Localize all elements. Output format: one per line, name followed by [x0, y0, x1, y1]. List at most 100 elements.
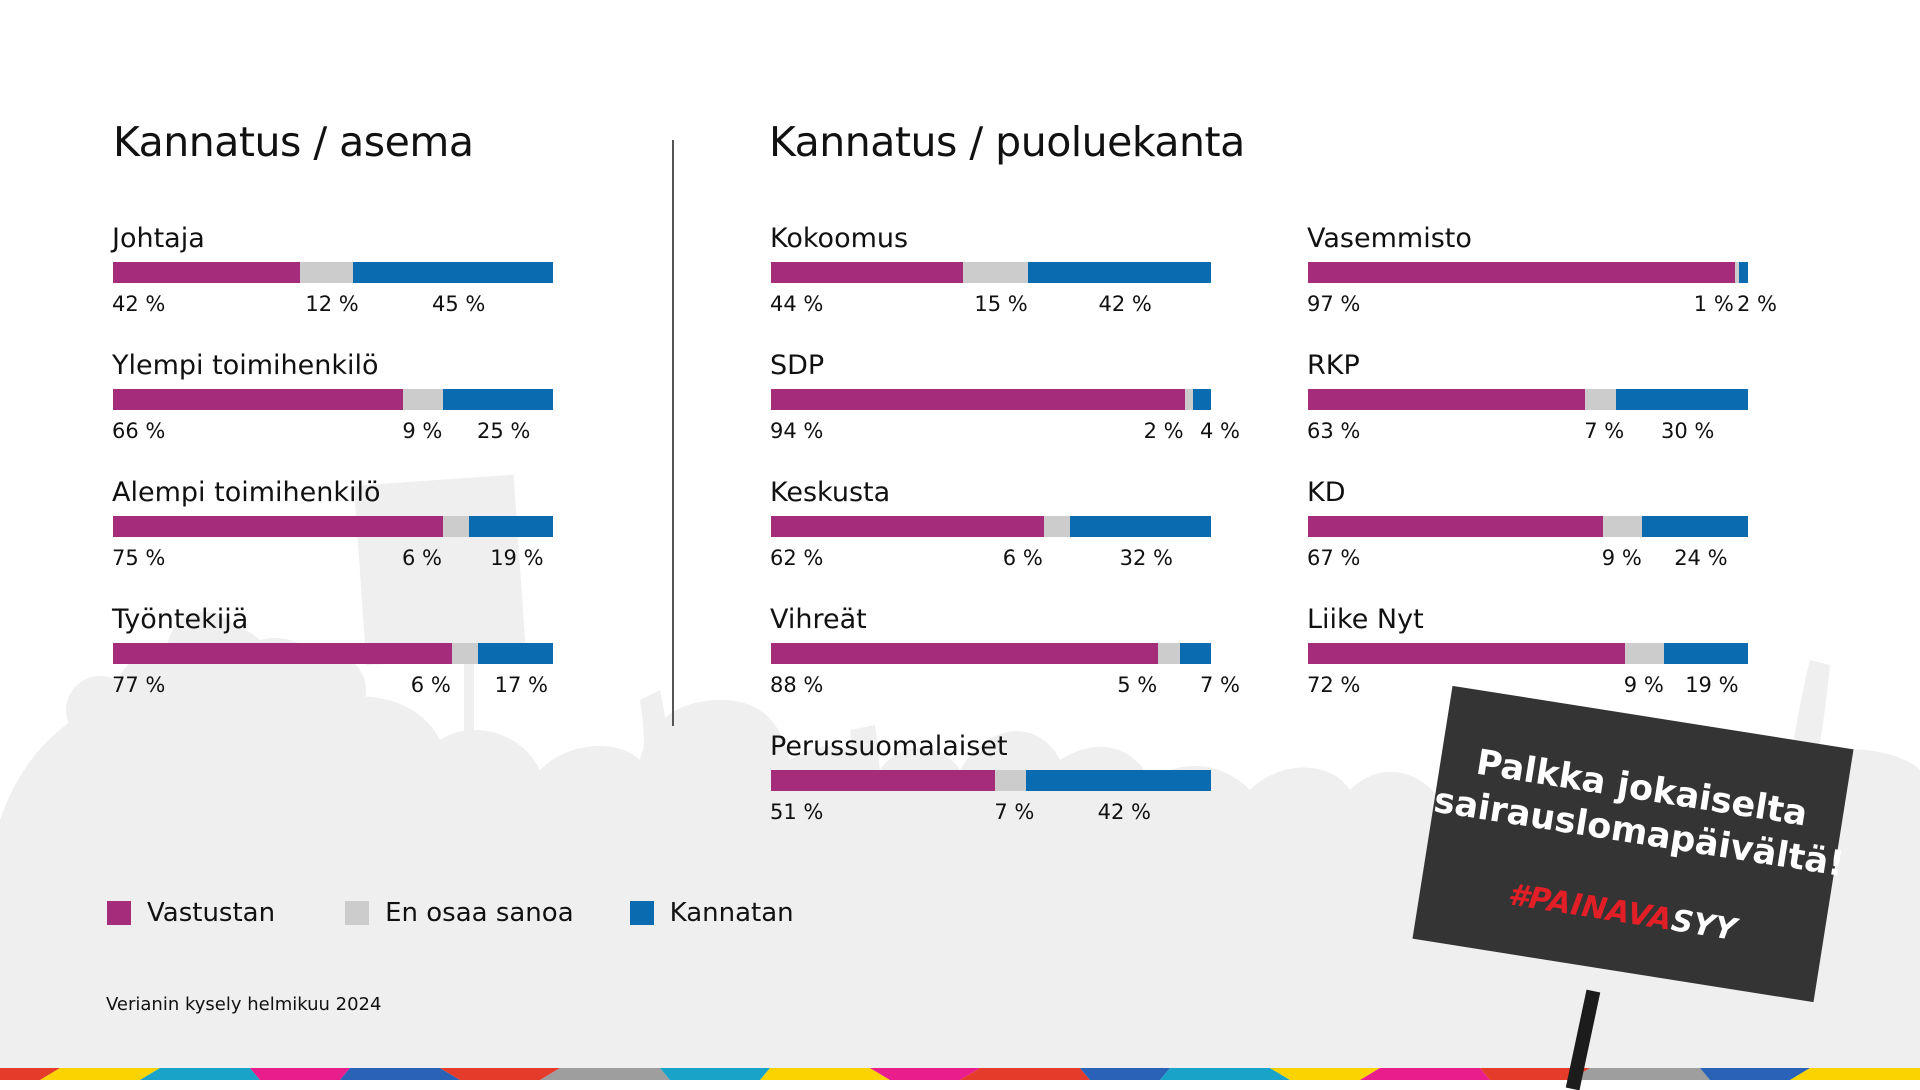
bar-segment-vastustan: [1308, 389, 1586, 410]
value-label-en-osaa-sanoa: 9 %: [1623, 673, 1664, 697]
value-label-en-osaa-sanoa: 9 %: [402, 419, 443, 443]
value-label-vastustan: 44 %: [770, 292, 824, 316]
bar-segment-vastustan: [113, 643, 452, 664]
bar-segment-vastustan: [113, 389, 404, 410]
bar-segment-en-osaa-sanoa: [1602, 516, 1643, 537]
bar-segment-en-osaa-sanoa: [451, 643, 479, 664]
stacked-bar: [113, 262, 553, 283]
sign-hashtag-part2: SYY: [1668, 903, 1739, 948]
bar-segment-kannatan: [1028, 262, 1211, 283]
value-label-en-osaa-sanoa: 5 %: [1117, 673, 1158, 697]
bar-group: Johtaja 42 % 12 % 45 %: [112, 223, 592, 333]
bar-group: Liike Nyt 72 % 9 % 19 %: [1307, 604, 1787, 714]
value-label-kannatan: 42 %: [1098, 292, 1152, 316]
value-label-vastustan: 75 %: [112, 546, 166, 570]
value-label-vastustan: 51 %: [770, 800, 824, 824]
legend-item-kannatan: Kannatan: [629, 898, 794, 928]
value-label-vastustan: 66 %: [112, 419, 166, 443]
stacked-bar: [113, 516, 553, 537]
value-label-en-osaa-sanoa: 15 %: [974, 292, 1028, 316]
value-label-en-osaa-sanoa: 6 %: [410, 673, 451, 697]
legend-swatch-vastustan: [107, 901, 131, 925]
stacked-bar: [1308, 643, 1748, 664]
bar-group: SDP 94 % 2 % 4 %: [770, 350, 1250, 460]
bar-segment-kannatan: [1739, 262, 1748, 283]
bar-segment-kannatan: [1180, 643, 1211, 664]
value-label-en-osaa-sanoa: 6 %: [402, 546, 442, 570]
value-label-en-osaa-sanoa: 6 %: [1002, 546, 1043, 570]
bar-segment-en-osaa-sanoa: [995, 770, 1027, 791]
bar-group: RKP 63 % 7 % 30 %: [1307, 350, 1787, 460]
bar-segment-kannatan: [1193, 389, 1211, 410]
value-label-kannatan: 2 %: [1737, 292, 1777, 316]
source-note: Verianin kysely helmikuu 2024: [106, 994, 382, 1015]
value-label-kannatan: 19 %: [1685, 673, 1739, 697]
category-label: Vasemmisto: [1307, 223, 1472, 254]
stacked-bar: [771, 262, 1211, 283]
value-label-kannatan: 32 %: [1119, 546, 1173, 570]
category-label: Perussuomalaiset: [770, 731, 1008, 762]
value-label-en-osaa-sanoa: 9 %: [1601, 546, 1642, 570]
bar-segment-kannatan: [352, 262, 553, 283]
bar-segment-en-osaa-sanoa: [443, 516, 470, 537]
legend-label: Vastustan: [147, 898, 276, 928]
value-label-kannatan: 45 %: [432, 292, 486, 316]
bar-segment-vastustan: [771, 643, 1159, 664]
bar-group: Kokoomus 44 % 15 % 42 %: [770, 223, 1250, 333]
bar-group: KD 67 % 9 % 24 %: [1307, 477, 1787, 587]
bar-segment-vastustan: [771, 516, 1044, 537]
bar-segment-vastustan: [113, 262, 300, 283]
value-label-kannatan: 19 %: [490, 546, 544, 570]
bar-segment-en-osaa-sanoa: [1158, 643, 1181, 664]
bar-group: Keskusta 62 % 6 % 32 %: [770, 477, 1250, 587]
value-label-en-osaa-sanoa: 7 %: [1584, 419, 1625, 443]
legend-swatch-kannatan: [629, 901, 654, 925]
stacked-bar: [113, 643, 553, 664]
bar-segment-en-osaa-sanoa: [1734, 262, 1740, 283]
value-label-kannatan: 17 %: [494, 673, 548, 697]
bar-segment-vastustan: [771, 262, 963, 283]
category-label: SDP: [770, 350, 825, 381]
bar-segment-en-osaa-sanoa: [1043, 516, 1071, 537]
bar-segment-vastustan: [771, 770, 996, 791]
bar-segment-vastustan: [1308, 516, 1603, 537]
value-label-kannatan: 25 %: [477, 419, 531, 443]
value-label-vastustan: 88 %: [770, 673, 824, 697]
category-label: KD: [1307, 477, 1346, 508]
bar-segment-kannatan: [1026, 770, 1211, 791]
category-label: Liike Nyt: [1307, 604, 1424, 635]
value-label-en-osaa-sanoa: 2 %: [1143, 419, 1184, 443]
bar-segment-kannatan: [1664, 643, 1748, 664]
stacked-bar: [771, 643, 1211, 664]
category-label: Vihreät: [770, 604, 867, 635]
stacked-bar: [771, 516, 1211, 537]
stacked-bar: [1308, 262, 1748, 283]
legend-swatch-en-osaa-sanoa: [345, 901, 370, 925]
value-label-vastustan: 67 %: [1307, 546, 1361, 570]
bar-segment-kannatan: [1642, 516, 1748, 537]
stacked-bar: [1308, 389, 1748, 410]
bar-segment-kannatan: [1615, 389, 1748, 410]
bar-segment-vastustan: [1308, 643, 1625, 664]
category-label: Työntekijä: [112, 604, 249, 635]
bar-segment-en-osaa-sanoa: [1585, 389, 1616, 410]
bar-segment-en-osaa-sanoa: [403, 389, 443, 410]
value-label-kannatan: 42 %: [1097, 800, 1151, 824]
bar-group: Vihreät 88 % 5 % 7 %: [770, 604, 1250, 714]
value-label-kannatan: 4 %: [1200, 419, 1240, 443]
category-label: Alempi toimihenkilö: [112, 477, 381, 508]
bar-segment-en-osaa-sanoa: [962, 262, 1029, 283]
stacked-bar: [771, 389, 1211, 410]
bar-segment-vastustan: [1308, 262, 1735, 283]
category-label: RKP: [1307, 350, 1360, 381]
bar-segment-kannatan: [469, 516, 553, 537]
value-label-kannatan: 7 %: [1200, 673, 1240, 697]
divider: [672, 140, 674, 726]
value-label-vastustan: 72 %: [1307, 673, 1361, 697]
value-label-vastustan: 94 %: [770, 419, 824, 443]
value-label-vastustan: 97 %: [1307, 292, 1361, 316]
bar-segment-kannatan: [442, 389, 553, 410]
category-label: Keskusta: [770, 477, 891, 508]
value-label-kannatan: 30 %: [1661, 419, 1715, 443]
bar-group: Työntekijä 77 % 6 % 17 %: [112, 604, 592, 714]
